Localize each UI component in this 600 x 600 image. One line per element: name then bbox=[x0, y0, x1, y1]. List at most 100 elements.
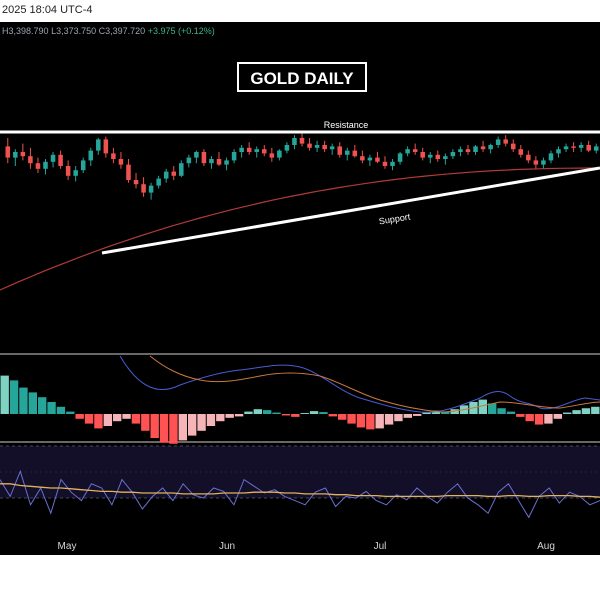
histogram-bar bbox=[9, 380, 19, 414]
candle-body bbox=[427, 154, 433, 158]
histogram-bar bbox=[319, 412, 328, 414]
histogram-bar bbox=[94, 414, 103, 429]
histogram-bar bbox=[234, 414, 244, 417]
candle-body bbox=[488, 145, 493, 150]
candle-body bbox=[329, 146, 335, 150]
ohlc-l-label: L bbox=[51, 26, 57, 36]
candle-body bbox=[239, 147, 244, 152]
candle-body bbox=[58, 154, 63, 166]
histogram-bar bbox=[178, 414, 187, 441]
candle-body bbox=[28, 156, 33, 164]
histogram-bar bbox=[216, 414, 225, 422]
histogram-bar bbox=[38, 397, 47, 414]
histogram-bar bbox=[122, 414, 131, 419]
histogram-bar bbox=[150, 414, 159, 438]
histogram-bar bbox=[328, 414, 337, 417]
candle-body bbox=[246, 147, 252, 152]
candle-body bbox=[593, 146, 599, 151]
candle-body bbox=[88, 150, 94, 161]
histogram-bar bbox=[309, 411, 319, 414]
histogram-bar bbox=[47, 402, 56, 414]
histogram-bar bbox=[141, 414, 150, 431]
candle-body bbox=[148, 185, 154, 193]
histogram-bar bbox=[534, 414, 544, 425]
histogram-bar bbox=[384, 414, 394, 425]
candle-body bbox=[269, 153, 275, 158]
candle-body bbox=[458, 149, 463, 152]
histogram-bar bbox=[28, 392, 37, 414]
candle-body bbox=[73, 170, 78, 176]
histogram-bar bbox=[403, 414, 412, 418]
candle-body bbox=[480, 146, 486, 150]
candle-body bbox=[563, 146, 569, 150]
candle-body bbox=[284, 145, 290, 151]
histogram-bar bbox=[263, 410, 272, 414]
candles-group bbox=[5, 132, 599, 200]
x-tick-jul: Jul bbox=[374, 541, 387, 552]
histogram-bar bbox=[206, 414, 216, 426]
candle-body bbox=[118, 159, 124, 165]
histogram-bar bbox=[19, 387, 28, 414]
candle-body bbox=[156, 178, 161, 186]
histogram-bar bbox=[159, 414, 169, 443]
candle-body bbox=[277, 150, 282, 158]
histogram-bar bbox=[0, 375, 9, 414]
candle-body bbox=[375, 157, 380, 162]
histogram-bar bbox=[56, 406, 66, 414]
candle-body bbox=[443, 156, 448, 159]
signal-line bbox=[149, 355, 600, 413]
ohlc-c-value: 3,397.720 bbox=[105, 26, 146, 36]
candle-body bbox=[194, 152, 199, 158]
histogram-bar bbox=[197, 414, 206, 431]
candle-body bbox=[435, 154, 441, 159]
candle-body bbox=[179, 163, 184, 176]
histogram-bar bbox=[478, 399, 487, 414]
candle-body bbox=[367, 157, 373, 161]
histogram-bar bbox=[225, 414, 234, 418]
candle-body bbox=[126, 164, 131, 180]
histogram-bar bbox=[131, 414, 141, 424]
rsi-line bbox=[0, 469, 600, 519]
histogram-bar bbox=[375, 414, 384, 429]
datetime-label: 2025 18:04 UTC-4 bbox=[2, 4, 93, 16]
candle-body bbox=[216, 159, 222, 165]
title-box bbox=[237, 62, 367, 92]
candle-body bbox=[133, 180, 139, 185]
candle-body bbox=[382, 161, 388, 166]
support-label: Support bbox=[378, 212, 411, 227]
candle-body bbox=[556, 149, 561, 154]
histogram-bar bbox=[525, 414, 534, 422]
histogram-bar bbox=[553, 414, 562, 419]
candle-body bbox=[548, 153, 554, 161]
candle-body bbox=[465, 149, 471, 152]
histogram-bar bbox=[497, 408, 506, 414]
histogram-bar bbox=[66, 411, 75, 414]
candle-body bbox=[43, 161, 48, 169]
histogram-bar bbox=[338, 414, 347, 420]
candle-body bbox=[5, 146, 11, 158]
histogram-bar bbox=[563, 412, 572, 414]
resistance-label: Resistance bbox=[324, 120, 369, 130]
candle-body bbox=[495, 139, 501, 145]
candle-body bbox=[345, 150, 350, 155]
candle-body bbox=[322, 145, 327, 150]
histogram-bar bbox=[188, 414, 197, 436]
candle-body bbox=[80, 160, 86, 171]
candle-body bbox=[390, 161, 395, 166]
histogram-bar bbox=[488, 403, 497, 414]
candle-body bbox=[526, 154, 531, 161]
histogram-bar bbox=[450, 409, 459, 414]
histogram-bar bbox=[516, 414, 525, 417]
candle-body bbox=[224, 160, 229, 165]
candle-body bbox=[209, 159, 214, 164]
candle-body bbox=[450, 152, 456, 157]
histogram-bar bbox=[356, 414, 366, 428]
chart-title: GOLD DAILY bbox=[250, 69, 354, 88]
histogram-bar bbox=[413, 414, 422, 416]
ohlc-h-value: 3,398.790 bbox=[8, 26, 49, 36]
histogram-bar bbox=[103, 414, 112, 426]
moving-average-line bbox=[0, 167, 600, 291]
histogram-bar bbox=[84, 414, 94, 424]
candle-body bbox=[337, 146, 342, 155]
support-line bbox=[101, 166, 600, 255]
